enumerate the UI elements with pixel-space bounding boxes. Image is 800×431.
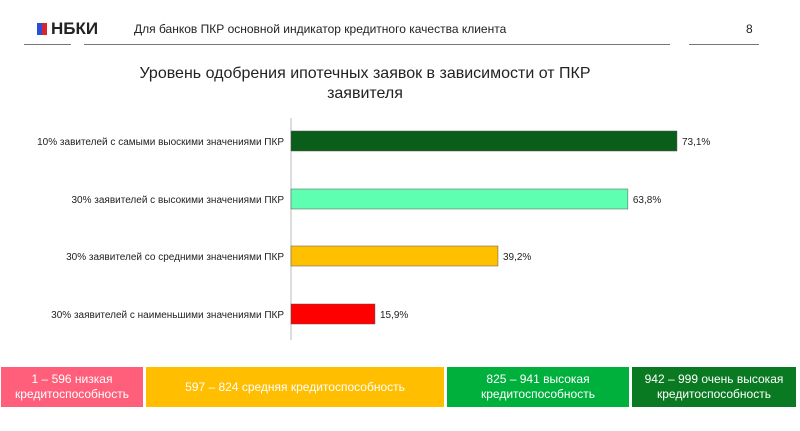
logo: НБКИ: [37, 19, 98, 39]
category-label: 30% заявителей с высокими значениями ПКР: [71, 195, 284, 206]
divider: [84, 44, 670, 45]
legend-item: 825 – 941 высокая кредитоспособность: [447, 367, 629, 407]
legend-item: 597 – 824 средняя кредитоспособность: [146, 367, 444, 407]
header-title: Для банков ПКР основной индикатор кредит…: [134, 22, 507, 36]
logo-text: НБКИ: [51, 19, 99, 38]
category-label: 30% заявителей со средними значениями ПК…: [66, 252, 284, 263]
data-label: 39,2%: [503, 252, 531, 263]
legend-item: 1 – 596 низкая кредитоспособность: [1, 367, 143, 407]
bar: [290, 130, 678, 152]
legend-item: 942 – 999 очень высокая кредитоспособнос…: [632, 367, 796, 407]
bar: [290, 303, 376, 325]
category-label: 10% завителей с самыми выоскими значения…: [37, 137, 284, 148]
logo-icon: [37, 23, 47, 35]
data-label: 63,8%: [633, 195, 661, 206]
page-number: 8: [746, 22, 753, 36]
chart-title: Уровень одобрения ипотечных заявок в зав…: [139, 65, 591, 102]
category-label: 30% заявителей с наименьшими значениями …: [51, 310, 284, 321]
data-label: 15,9%: [380, 310, 408, 321]
divider: [24, 44, 71, 45]
bar: [290, 188, 629, 210]
data-label: 73,1%: [682, 137, 710, 148]
divider: [689, 44, 759, 45]
bar: [290, 245, 499, 267]
